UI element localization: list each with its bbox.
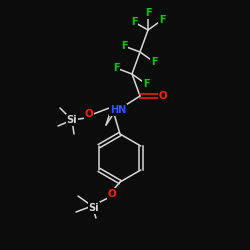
Text: HN: HN — [110, 105, 126, 115]
Text: O: O — [108, 189, 116, 199]
Text: O: O — [84, 109, 94, 119]
Text: F: F — [131, 17, 137, 27]
Text: F: F — [113, 63, 119, 73]
Text: Si: Si — [89, 203, 99, 213]
Text: O: O — [159, 91, 168, 101]
Text: F: F — [159, 15, 165, 25]
Text: F: F — [121, 41, 127, 51]
Text: Si: Si — [67, 115, 77, 125]
Text: F: F — [143, 79, 149, 89]
Text: F: F — [151, 57, 157, 67]
Text: F: F — [145, 8, 151, 18]
